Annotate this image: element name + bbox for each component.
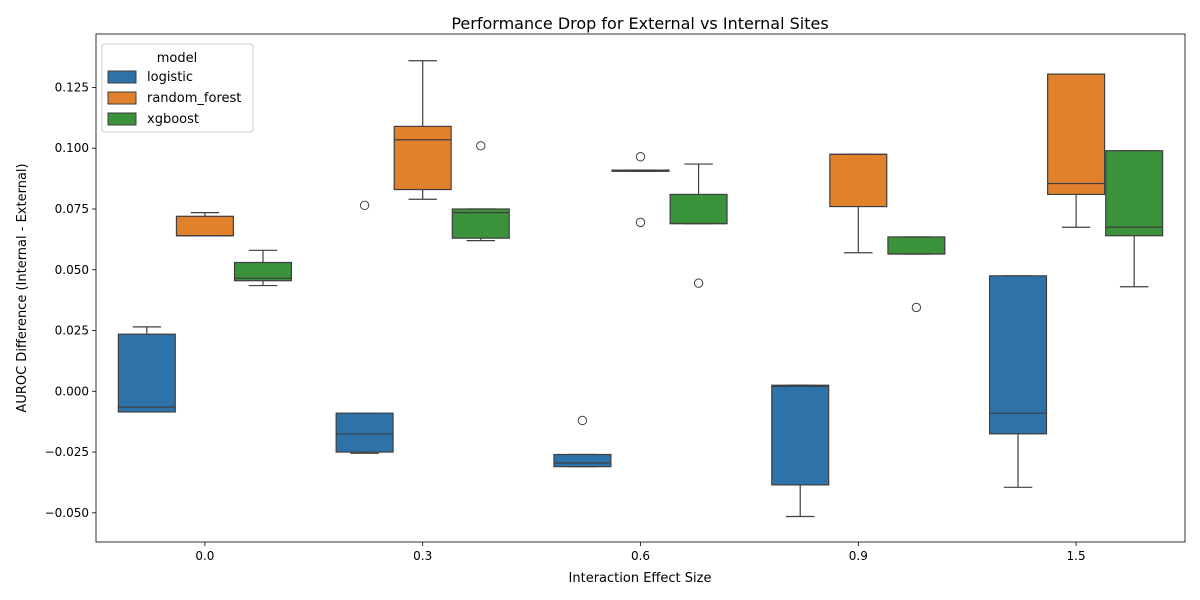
legend-swatch-xgboost — [107, 112, 137, 126]
box-xgboost-0.6 — [669, 163, 728, 288]
box-iqr — [117, 333, 176, 413]
boxes-layer — [117, 60, 1164, 518]
legend-label-logistic: logistic — [147, 70, 193, 85]
x-tick-label: 0.3 — [413, 549, 432, 563]
y-tick-label: 0.075 — [55, 202, 89, 216]
box-iqr — [829, 153, 888, 208]
y-tick-label: 0.050 — [55, 263, 89, 277]
chart-title: Performance Drop for External vs Interna… — [451, 14, 828, 33]
outlier-point — [577, 415, 588, 426]
box-xgboost-0.3 — [451, 141, 510, 242]
box-iqr — [335, 412, 394, 453]
x-tick-label: 1.5 — [1067, 549, 1086, 563]
box-xgboost-0.9 — [887, 236, 946, 313]
box-logistic-0.6 — [553, 415, 612, 468]
x-tick-label: 0.6 — [631, 549, 650, 563]
legend-label-xgboost: xgboost — [147, 112, 199, 127]
legend: model logistic random_forest xgboost — [101, 43, 254, 133]
box-random-forest-0.9 — [829, 153, 888, 254]
x-tick-label: 0.0 — [195, 549, 214, 563]
box-iqr — [175, 215, 234, 237]
box-iqr — [1105, 150, 1164, 237]
box-random-forest-0.0 — [175, 212, 234, 237]
x-axis: 0.0 0.3 0.6 0.9 1.5 — [195, 542, 1086, 563]
outlier-point — [476, 141, 486, 151]
y-tick-label: −0.025 — [45, 445, 89, 459]
box-logistic-0.9 — [771, 384, 830, 518]
box-iqr — [553, 453, 612, 468]
box-random-forest-0.6 — [611, 152, 670, 228]
outlier-point — [359, 200, 370, 211]
y-tick-label: −0.050 — [45, 506, 89, 520]
box-iqr — [988, 275, 1048, 435]
box-logistic-0.0 — [117, 326, 176, 413]
outlier-point — [911, 302, 922, 313]
box-iqr — [393, 125, 452, 191]
box-iqr — [669, 193, 728, 225]
box-iqr — [1047, 73, 1106, 196]
box-iqr — [451, 208, 510, 239]
box-xgboost-1.5 — [1105, 150, 1164, 288]
box-iqr — [233, 261, 293, 282]
y-tick-label: 0.125 — [55, 80, 89, 94]
box-iqr — [771, 384, 830, 486]
x-tick-label: 0.9 — [849, 549, 868, 563]
box-logistic-0.3 — [335, 200, 394, 454]
y-tick-label: 0.025 — [55, 324, 89, 338]
legend-label-random-forest: random_forest — [147, 91, 241, 106]
outlier-point — [635, 152, 646, 162]
box-xgboost-0.0 — [233, 249, 293, 287]
y-axis-label: AUROC Difference (Internal - External) — [15, 163, 30, 412]
box-random-forest-0.3 — [393, 60, 452, 200]
legend-title: model — [157, 51, 197, 66]
outlier-point — [693, 278, 704, 288]
legend-swatch-logistic — [107, 70, 137, 84]
outlier-point — [635, 217, 646, 228]
box-iqr — [887, 236, 946, 255]
x-axis-label: Interaction Effect Size — [569, 571, 712, 586]
y-tick-label: 0.000 — [55, 384, 89, 398]
box-random-forest-1.5 — [1047, 73, 1106, 228]
y-axis: −0.050 −0.025 0.000 0.025 0.050 0.075 0.100 0.1… — [45, 80, 96, 520]
box-logistic-1.5 — [988, 275, 1048, 488]
y-tick-label: 0.100 — [55, 141, 89, 155]
legend-swatch-random-forest — [107, 91, 137, 105]
legend-box — [101, 43, 254, 133]
